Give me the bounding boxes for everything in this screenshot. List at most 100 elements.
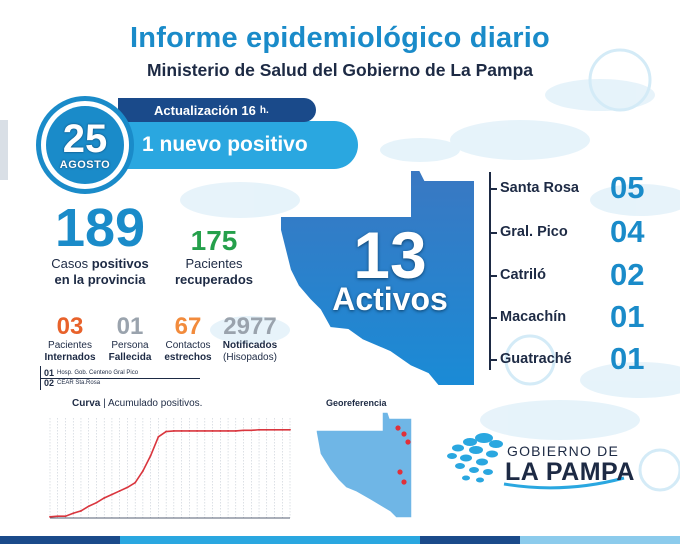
chart-point (80, 510, 82, 512)
chart-point (203, 430, 206, 432)
cumulative-curve-chart (49, 418, 291, 519)
province-map-icon (279, 169, 476, 387)
chart-point (196, 430, 198, 432)
chart-point (49, 515, 51, 518)
locality-count: 05 (610, 170, 645, 205)
date-badge: 25 AGOSTO (36, 96, 134, 194)
chart-point (250, 429, 253, 432)
curve-title: Curva | Acumulado positivos. (72, 398, 203, 409)
locality-row: Santa Rosa 05 (489, 168, 660, 208)
chart-point (142, 470, 144, 472)
locality-name: Catriló (500, 267, 546, 283)
stat-hospitalized: 03 Pacientes Internados (42, 314, 98, 364)
update-label: Actualización 16 (154, 102, 256, 118)
locality-count: 02 (610, 257, 645, 292)
recovered-label-1: Pacientes (185, 256, 243, 271)
date-badge-inner: 25 AGOSTO (46, 106, 124, 184)
chart-point (234, 430, 237, 432)
chart-point (134, 481, 137, 484)
stat-notified-line2: (Hisopados) (223, 352, 277, 363)
update-time-pill: Actualización 16 h. (118, 98, 316, 122)
chart-point (95, 501, 98, 504)
stat-contacts-line2: estrechos (164, 352, 212, 363)
total-cases-block: 189 Casos positivos en la provincia (40, 200, 160, 288)
stat-contacts-value: 67 (174, 313, 202, 340)
note-item: 01 Hosp. Gob. Centeno Gral Pico (44, 368, 139, 378)
locality-name: Santa Rosa (500, 180, 579, 196)
chart-point (111, 493, 113, 496)
new-positive-text: 1 nuevo positivo (142, 133, 308, 156)
page-subtitle: Ministerio de Salud del Gobierno de La P… (146, 60, 534, 80)
stat-hospitalized-line2: Internados (44, 352, 96, 363)
government-name-line2: LA PAMPA (505, 458, 635, 486)
chart-point (72, 512, 75, 515)
stat-notified-line1: Notificados (222, 340, 278, 351)
recovered-label-2: recuperados (174, 272, 254, 287)
stat-hospitalized-line1: Pacientes (48, 340, 92, 351)
update-unit: h. (259, 104, 269, 116)
stat-contacts: 67 Contactos estrechos (160, 314, 216, 364)
government-name-line1: GOBIERNO DE (507, 443, 619, 459)
bottom-stripe (0, 536, 680, 544)
chart-point (281, 428, 284, 431)
stat-contacts-line1: Contactos (165, 340, 211, 351)
chart-point (172, 430, 175, 432)
chart-point (289, 428, 291, 431)
chart-point (242, 429, 245, 432)
date-day: 25 (62, 117, 108, 161)
chart-point (188, 430, 191, 432)
notes-divider-horizontal (40, 378, 200, 379)
chart-point (265, 428, 268, 431)
georeference-map-icon (315, 411, 413, 519)
locality-row: Macachín 01 (489, 297, 660, 337)
chart-point (258, 428, 260, 431)
locality-name: Macachín (500, 309, 567, 325)
locality-count: 04 (610, 214, 645, 249)
page-title: Informe epidemiológico diario (130, 22, 550, 54)
locality-name: Guatraché (500, 351, 572, 367)
hospital-notes: 01 Hosp. Gob. Centeno Gral Pico 02 CEAR St… (44, 368, 138, 388)
chart-point (149, 454, 152, 457)
new-positive-banner: 1 nuevo positivo (110, 121, 358, 169)
stat-deceased: 01 Persona Fallecida (104, 314, 156, 364)
georeference-title: Georeferencia (326, 398, 387, 408)
locality-row: Guatraché 01 (489, 339, 660, 379)
stat-deceased-value: 01 (116, 313, 144, 340)
chart-point (103, 497, 106, 499)
localities-bracket (489, 172, 499, 370)
chart-point (126, 486, 129, 489)
chart-point (165, 430, 168, 433)
chart-point (273, 428, 276, 431)
locality-count: 01 (610, 341, 645, 376)
recovered-block: 175 Pacientes recuperados (166, 226, 262, 288)
chart-point (87, 505, 90, 508)
chart-point (211, 430, 214, 432)
chart-point (157, 435, 160, 438)
total-cases-label-2: en la provincia (54, 272, 146, 287)
case-location-marker (397, 469, 403, 475)
note-item: 02 CEAR Sta.Rosa (44, 378, 101, 388)
chart-point (56, 515, 59, 518)
chart-point (227, 430, 229, 432)
locality-row: Catriló 02 (489, 255, 660, 295)
locality-row: Gral. Pico 04 (489, 212, 660, 252)
case-location-marker (395, 425, 401, 431)
stat-hospitalized-value: 03 (56, 313, 84, 340)
chart-point (64, 515, 67, 518)
stat-deceased-line2: Fallecida (108, 352, 152, 363)
total-cases-value: 189 (54, 198, 146, 258)
active-cases-value: 13 (353, 218, 427, 292)
locality-name: Gral. Pico (500, 224, 568, 240)
chart-point (219, 430, 222, 432)
total-cases-label-1: Casos positivos (51, 256, 149, 271)
active-cases-label: Activos (332, 281, 448, 317)
recovered-value: 175 (190, 225, 238, 256)
government-logo-icon (447, 433, 625, 490)
case-location-marker (405, 439, 411, 445)
stat-notified: 2977 Notificados (Hisopados) (216, 314, 284, 364)
stat-notified-value: 2977 (223, 313, 277, 340)
chart-series-line (49, 428, 290, 518)
case-location-marker (401, 479, 407, 485)
locality-count: 01 (610, 299, 645, 334)
stat-deceased-line1: Persona (111, 340, 149, 351)
